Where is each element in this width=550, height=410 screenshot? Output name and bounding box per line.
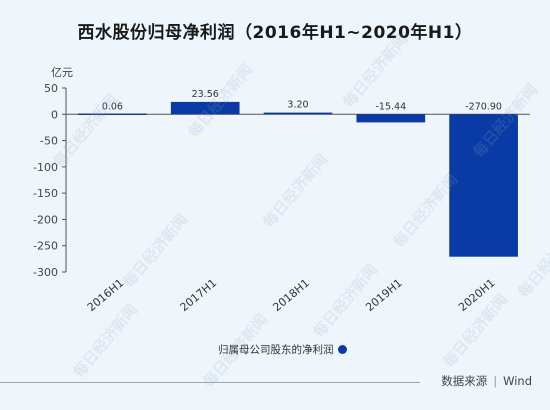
data-label-2017H1: 23.56 bbox=[192, 89, 219, 100]
y-tick-label: -200 bbox=[33, 213, 58, 226]
bar-2016H1 bbox=[78, 113, 147, 115]
legend-label: 归属母公司股东的净利润 bbox=[218, 344, 334, 356]
y-tick-label: -250 bbox=[33, 240, 58, 253]
y-axis-unit: 亿元 bbox=[51, 66, 73, 79]
data-labels: 0.06 23.56 3.20 -15.44 -270.90 bbox=[102, 89, 502, 112]
y-tick-label: -150 bbox=[33, 187, 58, 200]
y-tick-label: -100 bbox=[33, 161, 58, 174]
source-note: 数据来源 | Wind bbox=[441, 373, 532, 389]
x-tick-label: 2016H1 bbox=[85, 276, 126, 314]
y-tick-label: -50 bbox=[40, 135, 58, 148]
bar-2019H1 bbox=[356, 114, 426, 123]
legend: 归属母公司股东的净利润 bbox=[218, 342, 347, 357]
data-label-2018H1: 3.20 bbox=[287, 100, 308, 111]
footer-divider bbox=[0, 382, 420, 383]
data-label-2019H1: -15.44 bbox=[375, 101, 406, 112]
bar-2020H1 bbox=[449, 114, 518, 257]
source-value: Wind bbox=[503, 374, 532, 388]
x-tick-label: 2020H1 bbox=[456, 276, 497, 314]
y-tick-label: 0 bbox=[51, 108, 58, 121]
legend-dot-icon bbox=[337, 345, 347, 354]
source-label: 数据来源 bbox=[441, 374, 488, 388]
x-tick-label: 2018H1 bbox=[270, 276, 311, 314]
source-separator: | bbox=[493, 374, 498, 388]
data-label-2020H1: -270.90 bbox=[465, 101, 502, 112]
x-tick-label: 2017H1 bbox=[178, 276, 219, 314]
x-tick-label: 2019H1 bbox=[363, 276, 404, 314]
y-tick-label: -300 bbox=[33, 266, 58, 279]
x-axis-ticks: 2016H1 2017H1 2018H1 2019H1 2020H1 bbox=[85, 276, 498, 314]
bars bbox=[78, 101, 518, 257]
data-label-2016H1: 0.06 bbox=[102, 101, 123, 112]
bar-2018H1 bbox=[263, 112, 333, 115]
y-tick-label: 50 bbox=[44, 82, 58, 95]
chart-title: 西水股份归母净利润（2016年H1~2020年H1） bbox=[77, 23, 473, 43]
bar-2017H1 bbox=[170, 101, 240, 115]
